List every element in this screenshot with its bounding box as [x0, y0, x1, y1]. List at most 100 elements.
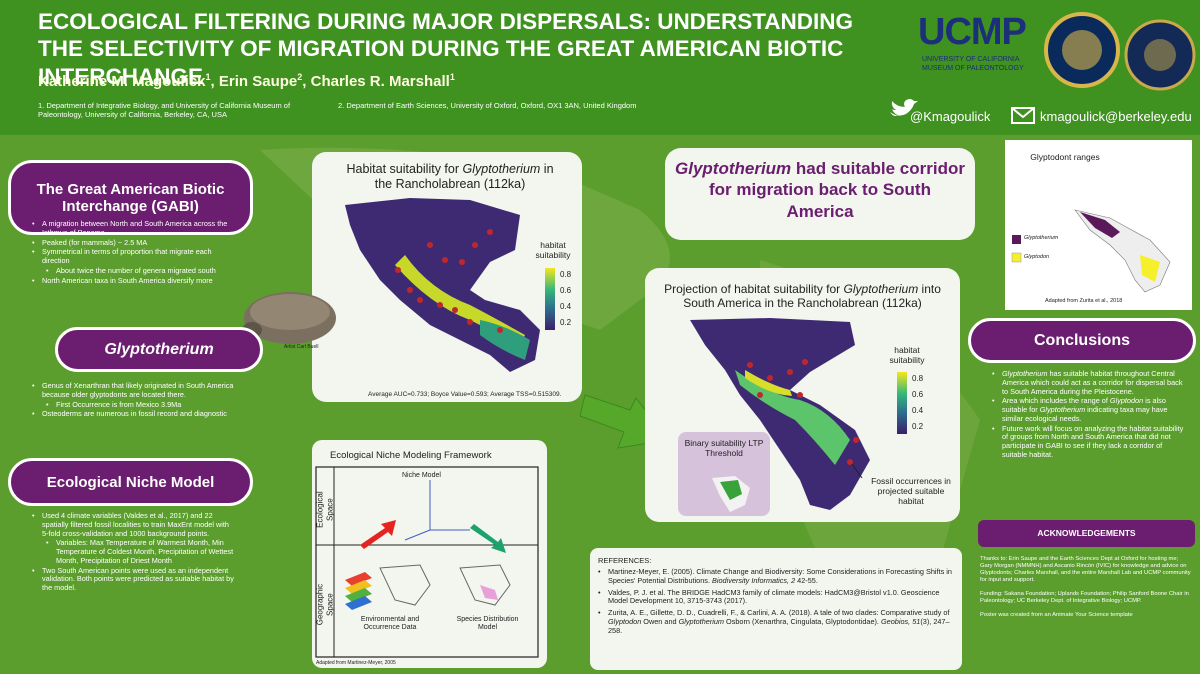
bullet: About twice the number of genera migrate… — [46, 265, 232, 276]
oxford-seal-inner — [1144, 39, 1176, 71]
legend-title: habitat suitability — [889, 345, 925, 366]
text-run: Glyptodon — [1109, 396, 1144, 406]
affiliation: 2. Department of Earth Sciences, Univers… — [338, 101, 637, 110]
sdm-area — [480, 585, 498, 600]
text-run: Area which includes the range of — [1002, 396, 1110, 406]
panel — [312, 440, 547, 668]
bullet-text: North American taxa in South America div… — [42, 275, 213, 285]
ack-paragraph: Poster was created from an Animate Your … — [980, 611, 1133, 618]
legend-tick: 0.8 — [912, 374, 924, 383]
text-run: Biodiversity Informatics, 2 — [712, 575, 796, 585]
text-run: (3), 247–258. — [608, 616, 950, 635]
framework-title: Ecological Niche Modeling Framework — [330, 450, 492, 461]
legend-tick: 0.4 — [912, 406, 924, 415]
text-run: Glyptotherium — [462, 162, 541, 176]
fossil-note: Fossil occurrences in projected suitable… — [871, 476, 951, 507]
env-layers — [345, 572, 372, 610]
legend-label: Glyptotherium — [1024, 235, 1059, 241]
ack-title: ACKNOWLEDGEMENTS — [1037, 528, 1136, 538]
bullet-text: Osteoderms are numerous in fossil record… — [42, 409, 227, 419]
suitability-band — [745, 370, 792, 396]
label: Environmental and Occurrence Data — [360, 616, 420, 632]
text-run: Owen and — [641, 616, 679, 626]
bullet: Two South American points were used as a… — [32, 565, 237, 593]
binary-suitable — [720, 480, 742, 500]
email-icon — [1011, 107, 1035, 124]
text-run: indicating taxa may have similar ecologi… — [1002, 405, 1168, 423]
bullet-text: About twice the number of genera migrate… — [56, 265, 216, 275]
text-run: into South America in the Rancholabrean … — [683, 282, 941, 311]
reference: Valdes, P. J. et al. The BRIDGE HadCM3 f… — [598, 588, 953, 607]
reference: Martinez-Meyer, E. (2005). Climate Chang… — [598, 567, 953, 586]
bullet: Area which includes the range of Glyptod… — [992, 396, 1187, 423]
text-run: Glyptotherium — [1002, 369, 1048, 378]
references-list: Martinez-Meyer, E. (2005). Climate Chang… — [598, 567, 953, 638]
separator: , — [302, 73, 311, 90]
suitability-band — [735, 370, 850, 465]
bullet-text: Used 4 climate variables (Valdes et al.,… — [42, 511, 229, 538]
affiliation-number: 1 — [205, 72, 211, 82]
glyptotherium-range — [1080, 212, 1120, 238]
legend-swatch — [1012, 235, 1021, 244]
legend-tick: 0.4 — [560, 302, 572, 311]
text-run: Geobios, 51 — [880, 616, 921, 626]
bullet: Osteoderms are numerous in fossil record… — [32, 409, 242, 419]
text-run: Glyptotherium — [843, 282, 919, 296]
bullet-text: First Occurrence is from Mexico 3.9Ma — [56, 399, 182, 409]
credit: Adapted from Martinez-Meyer, 2005 — [316, 660, 396, 666]
ack-paragraph: Funding: Sakana Foundation; Uplands Foun… — [980, 590, 1189, 604]
section-header: Ecological Niche Model — [8, 458, 253, 506]
legend-tick: 0.6 — [912, 390, 924, 399]
text-run: is also suitable for — [1002, 396, 1166, 414]
bullet: Peaked (for mammals) ~ 2.5 MA — [32, 237, 232, 248]
bullet-list: Used 4 climate variables (Valdes et al.,… — [32, 511, 237, 594]
text-run: 42-55. — [795, 575, 818, 585]
artist-credit: Artist Carl Buell — [284, 344, 319, 350]
text-run: Glyptotherium — [678, 616, 725, 626]
affiliation-number: 2 — [297, 72, 303, 82]
fossil-points — [747, 359, 859, 465]
panel — [665, 148, 975, 240]
fossil-points — [395, 229, 503, 333]
bullet: A migration between North and South Amer… — [32, 219, 232, 238]
green-arrow — [470, 524, 506, 553]
bullet-text: Two South American points were used as a… — [42, 565, 234, 592]
text-run: Habitat suitability for — [346, 162, 463, 176]
text-run: had suitable corridor for migration back… — [709, 159, 965, 221]
bullet-text: Area which includes the range of Glyptod… — [1002, 396, 1168, 423]
logo-line: UNIVERSITY OF CALIFORNIA — [922, 56, 1020, 63]
poster-title: ECOLOGICAL FILTERING DURING MAJOR DISPER… — [38, 9, 854, 89]
separator: , — [210, 73, 219, 90]
bullet-list: Glyptotherium has suitable habitat throu… — [992, 369, 1187, 461]
section-header: Glyptotherium — [55, 327, 263, 372]
text-run: Osborn (Xenarthra, Cingulata, Glyptodont… — [724, 616, 881, 626]
author-name: Erin Saupe — [218, 73, 298, 90]
bullet-text: Genus of Xenarthran that likely originat… — [42, 381, 234, 399]
bullet: Symmetrical in terms of proportion that … — [32, 247, 232, 266]
pointer — [851, 463, 863, 479]
red-arrow — [360, 520, 396, 549]
text-run: Martinez-Meyer, E. (2005). Climate Chang… — [608, 567, 952, 585]
bullet-text: Peaked (for mammals) ~ 2.5 MA — [42, 237, 148, 247]
author-name: Katherine M. Magoulick — [38, 73, 206, 90]
legend-swatch — [1011, 252, 1022, 263]
bullet: Genus of Xenarthran that likely originat… — [32, 381, 242, 400]
model-stats: Average AUC=0.733; Boyce Value=0.593; Av… — [368, 391, 562, 398]
map-title: Habitat suitability for Glyptotherium in… — [345, 162, 555, 192]
affiliation: 1. Department of Integrative Biology, an… — [38, 101, 291, 119]
map-title: Projection of habitat suitability for Gl… — [655, 282, 950, 311]
email-icon-flap — [1011, 107, 1035, 119]
email: kmagoulick@berkeley.edu — [1040, 109, 1192, 124]
bullet-text: A migration between North and South Amer… — [42, 219, 228, 237]
bullet: North American taxa in South America div… — [32, 275, 232, 286]
acknowledgements: Thanks to: Erin Saupe and the Earth Scie… — [980, 556, 1192, 626]
header-bg — [0, 0, 1200, 135]
mexico-outline — [379, 564, 431, 606]
text-run: Glyptotherium — [1039, 405, 1086, 414]
headline: Glyptotherium had suitable corridor for … — [675, 158, 965, 222]
section-header: Conclusions — [968, 318, 1196, 363]
bullet: Variables: Max Temperature of Warmest Mo… — [46, 538, 237, 565]
binary-label: Binary suitability LTP Threshold — [684, 438, 764, 459]
bullet-text: Future work will focus on analyzing the … — [1002, 423, 1184, 459]
twitter-icon — [890, 99, 918, 116]
